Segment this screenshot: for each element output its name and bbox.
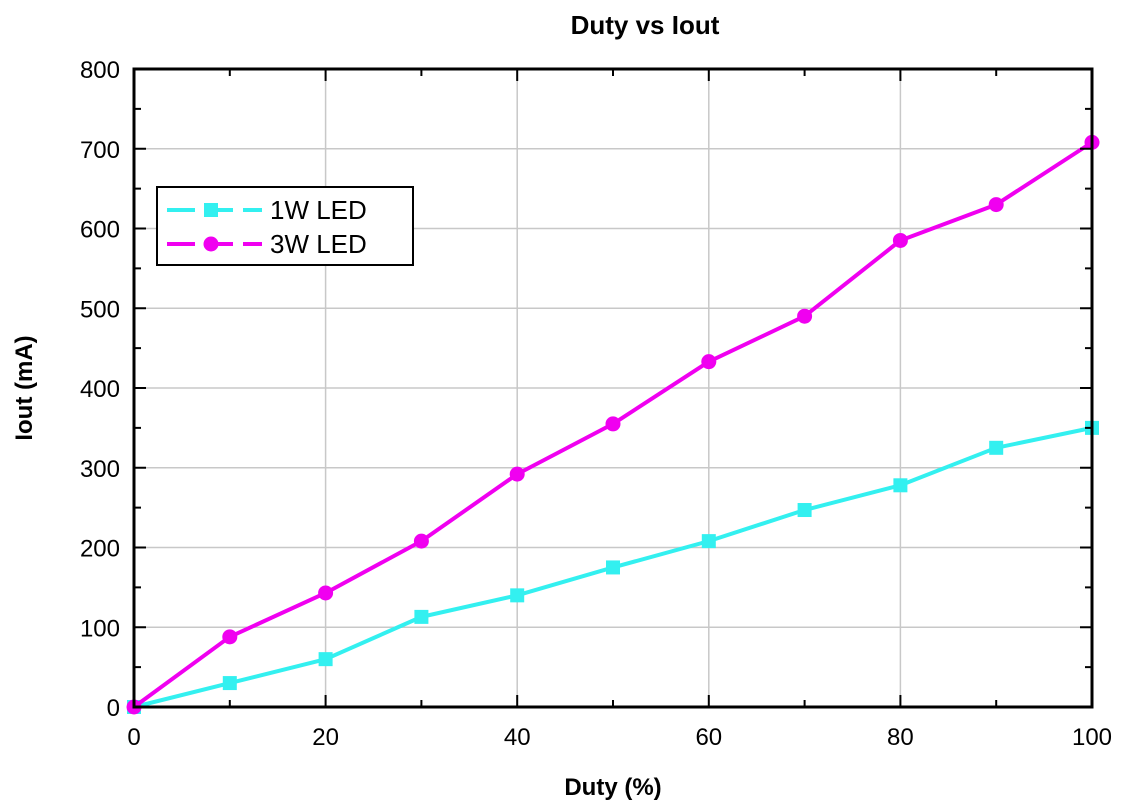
x-tick-label: 80 <box>887 724 914 751</box>
x-tick-label: 60 <box>695 724 722 751</box>
y-tick-label: 100 <box>80 615 120 642</box>
data-point <box>222 629 238 645</box>
legend-label: 3W LED <box>270 229 367 259</box>
data-point <box>222 676 237 691</box>
series-layer <box>126 134 1100 715</box>
y-tick-label: 700 <box>80 137 120 164</box>
y-tick-label: 400 <box>80 376 120 403</box>
data-point <box>893 478 908 493</box>
series-2 <box>126 134 1100 715</box>
y-tick-label: 600 <box>80 217 120 244</box>
y-tick-label: 500 <box>80 296 120 323</box>
data-point <box>989 440 1004 455</box>
legend: 1W LED 3W LED <box>156 186 414 266</box>
data-point <box>606 560 620 575</box>
data-point <box>318 585 334 601</box>
y-axis-title: Iout (mA) <box>11 335 38 440</box>
x-tick-label: 100 <box>1072 724 1112 751</box>
axis-ticks: 0 20 40 60 80 100 0 100 200 300 400 500 600 700 800 <box>80 57 1112 751</box>
y-tick-label: 200 <box>80 536 120 563</box>
y-tick-label: 800 <box>80 57 120 84</box>
y-tick-label: 0 <box>107 695 120 722</box>
grid <box>134 69 1092 707</box>
data-point <box>413 533 429 549</box>
data-point <box>988 197 1004 213</box>
data-point <box>701 354 717 370</box>
data-point <box>414 609 429 624</box>
legend-label: 1W LED <box>270 195 367 225</box>
x-tick-label: 0 <box>127 724 140 751</box>
data-point <box>605 416 621 432</box>
data-point <box>509 466 525 482</box>
legend-swatch-marker <box>204 203 218 217</box>
chart-title: Duty vs Iout <box>571 10 720 40</box>
legend-box <box>156 186 414 266</box>
series-1 <box>127 420 1099 714</box>
x-axis-title: Duty (%) <box>564 774 661 801</box>
y-tick-label: 300 <box>80 456 120 483</box>
x-tick-label: 40 <box>504 724 531 751</box>
data-point <box>892 232 908 248</box>
data-point <box>701 534 716 549</box>
legend-swatch-marker <box>203 236 219 252</box>
data-point <box>797 503 812 518</box>
x-tick-label: 20 <box>312 724 339 751</box>
data-point <box>797 308 813 324</box>
data-point <box>318 652 333 667</box>
data-point <box>510 588 525 603</box>
